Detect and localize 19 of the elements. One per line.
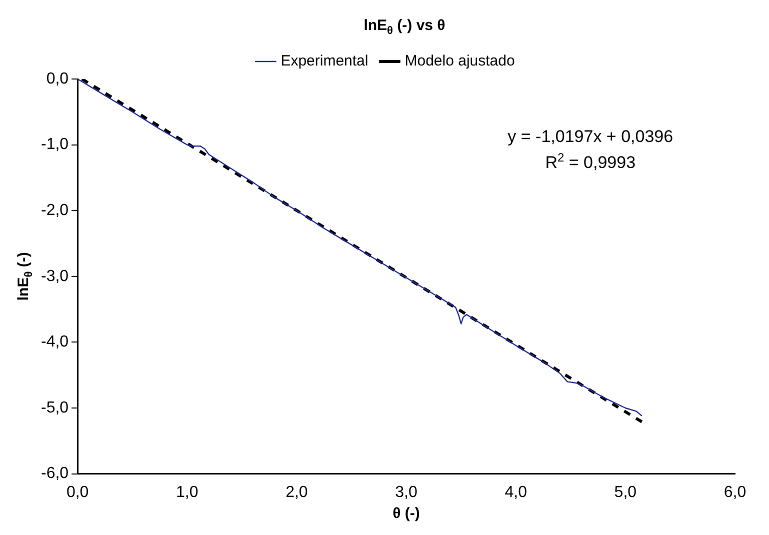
legend-label: Modelo ajustado xyxy=(404,52,515,70)
y-tick-label: 0,0 xyxy=(46,70,69,88)
x-axis-title: θ (-) xyxy=(392,505,420,522)
y-tick-label: -5,0 xyxy=(40,399,69,416)
x-tick-label: 0,0 xyxy=(66,484,89,501)
y-tick-label: -4,0 xyxy=(40,334,69,351)
y-axis-title: lnEθ (-) xyxy=(15,252,35,301)
x-tick-label: 1,0 xyxy=(176,484,198,501)
legend-label: Experimental xyxy=(280,52,368,70)
y-tick-label: -2,0 xyxy=(40,202,69,220)
y-tick-label: -1,0 xyxy=(40,136,69,154)
x-tick-label: 3,0 xyxy=(395,484,418,501)
y-tick-label: -3,0 xyxy=(40,268,69,285)
x-tick-label: 2,0 xyxy=(286,484,308,501)
y-tick-label: -6,0 xyxy=(40,465,69,482)
x-tick-label: 6,0 xyxy=(724,484,746,501)
annotation: y = -1,0197x + 0,0396 xyxy=(508,127,674,146)
x-tick-label: 5,0 xyxy=(614,484,637,501)
x-tick-label: 4,0 xyxy=(504,484,528,501)
